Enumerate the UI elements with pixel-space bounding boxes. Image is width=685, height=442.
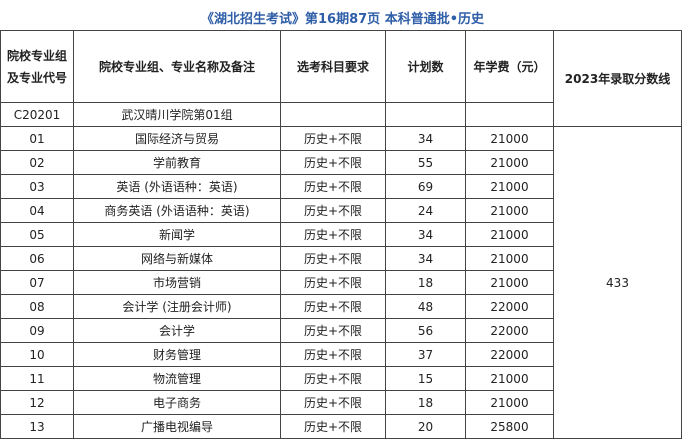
subject-requirement: 历史+不限 xyxy=(280,126,386,151)
header-cell: 2023年录取分数线 xyxy=(553,30,682,127)
major-code: 11 xyxy=(0,366,74,391)
major-code: 05 xyxy=(0,222,74,247)
subject-requirement: 历史+不限 xyxy=(280,246,386,271)
major-code: 06 xyxy=(0,246,74,271)
subject-requirement: 历史+不限 xyxy=(280,414,386,439)
major-row: 13 广播电视编导 历史+不限 20 25800 xyxy=(0,414,682,439)
subject-requirement: 历史+不限 xyxy=(280,222,386,247)
major-name: 广播电视编导 xyxy=(73,414,281,439)
plan-count: 15 xyxy=(385,366,466,391)
tuition: 22000 xyxy=(465,342,554,367)
major-name: 国际经济与贸易 xyxy=(73,126,281,151)
subject-requirement: 历史+不限 xyxy=(280,174,386,199)
major-row: 01 国际经济与贸易 历史+不限 34 21000 433 xyxy=(0,126,682,439)
group-row: C20201 武汉晴川学院第01组 xyxy=(0,102,682,127)
header-cell: 年学费（元） xyxy=(465,30,554,103)
plan-count: 37 xyxy=(385,342,466,367)
tuition: 21000 xyxy=(465,126,554,151)
plan-count: 48 xyxy=(385,294,466,319)
major-code: 09 xyxy=(0,318,74,343)
header-cell: 选考科目要求 xyxy=(280,30,386,103)
subject-requirement: 历史+不限 xyxy=(280,198,386,223)
plan-count: 55 xyxy=(385,150,466,175)
major-name: 商务英语 (外语语种：英语) xyxy=(73,198,281,223)
plan-count: 56 xyxy=(385,318,466,343)
subject-requirement: 历史+不限 xyxy=(280,366,386,391)
score: 433 xyxy=(553,126,682,439)
table-body: 院校专业组及专业代号 院校专业组、专业名称及备注 选考科目要求 计划数 年学费（… xyxy=(0,30,682,439)
major-name: 会计学 xyxy=(73,318,281,343)
major-code: 08 xyxy=(0,294,74,319)
tuition: 22000 xyxy=(465,294,554,319)
header-cell: 计划数 xyxy=(385,30,466,103)
major-code: 03 xyxy=(0,174,74,199)
subject-requirement: 历史+不限 xyxy=(280,342,386,367)
tuition: 21000 xyxy=(465,366,554,391)
tuition: 21000 xyxy=(465,270,554,295)
tuition: 21000 xyxy=(465,246,554,271)
empty-cell xyxy=(280,102,386,127)
major-name: 市场营销 xyxy=(73,270,281,295)
major-name: 学前教育 xyxy=(73,150,281,175)
major-row: 06 网络与新媒体 历史+不限 34 21000 xyxy=(0,246,682,271)
group-code: C20201 xyxy=(0,102,74,127)
tuition: 21000 xyxy=(465,174,554,199)
header-cell: 院校专业组及专业代号 xyxy=(0,30,74,103)
major-row: 07 市场营销 历史+不限 18 21000 xyxy=(0,270,682,295)
header-row: 院校专业组及专业代号 院校专业组、专业名称及备注 选考科目要求 计划数 年学费（… xyxy=(0,30,682,127)
plan-count: 20 xyxy=(385,414,466,439)
major-code: 07 xyxy=(0,270,74,295)
plan-count: 18 xyxy=(385,270,466,295)
plan-count: 18 xyxy=(385,390,466,415)
major-code: 12 xyxy=(0,390,74,415)
subject-requirement: 历史+不限 xyxy=(280,294,386,319)
plan-count: 34 xyxy=(385,246,466,271)
plan-count: 24 xyxy=(385,198,466,223)
subject-requirement: 历史+不限 xyxy=(280,150,386,175)
major-row: 03 英语 (外语语种：英语) 历史+不限 69 21000 xyxy=(0,174,682,199)
major-code: 01 xyxy=(0,126,74,151)
major-name: 新闻学 xyxy=(73,222,281,247)
subject-requirement: 历史+不限 xyxy=(280,390,386,415)
subject-requirement: 历史+不限 xyxy=(280,318,386,343)
major-row: 11 物流管理 历史+不限 15 21000 xyxy=(0,366,682,391)
major-row: 10 财务管理 历史+不限 37 22000 xyxy=(0,342,682,367)
major-name: 电子商务 xyxy=(73,390,281,415)
major-name: 会计学 (注册会计师) xyxy=(73,294,281,319)
plan-count: 34 xyxy=(385,222,466,247)
major-name: 网络与新媒体 xyxy=(73,246,281,271)
title: 《湖北招生考试》第16期87页 本科普通批•历史 xyxy=(200,12,485,27)
major-code: 04 xyxy=(0,198,74,223)
plan-count: 34 xyxy=(385,126,466,151)
major-code: 10 xyxy=(0,342,74,367)
major-code: 13 xyxy=(0,414,74,439)
major-row: 08 会计学 (注册会计师) 历史+不限 48 22000 xyxy=(0,294,682,319)
major-name: 英语 (外语语种：英语) xyxy=(73,174,281,199)
group-name: 武汉晴川学院第01组 xyxy=(73,102,281,127)
empty-cell xyxy=(385,102,466,127)
tuition: 21000 xyxy=(465,198,554,223)
empty-cell xyxy=(465,102,554,127)
plan-count: 69 xyxy=(385,174,466,199)
subject-requirement: 历史+不限 xyxy=(280,270,386,295)
major-row: 12 电子商务 历史+不限 18 21000 xyxy=(0,390,682,415)
major-row: 05 新闻学 历史+不限 34 21000 xyxy=(0,222,682,247)
tuition: 25800 xyxy=(465,414,554,439)
tuition: 21000 xyxy=(465,222,554,247)
major-name: 财务管理 xyxy=(73,342,281,367)
header-cell: 院校专业组、专业名称及备注 xyxy=(73,30,281,103)
tuition: 21000 xyxy=(465,390,554,415)
admission-table: 院校专业组及专业代号 院校专业组、专业名称及备注 选考科目要求 计划数 年学费（… xyxy=(0,30,682,439)
tuition: 21000 xyxy=(465,150,554,175)
major-code: 02 xyxy=(0,150,74,175)
tuition: 22000 xyxy=(465,318,554,343)
major-name: 物流管理 xyxy=(73,366,281,391)
